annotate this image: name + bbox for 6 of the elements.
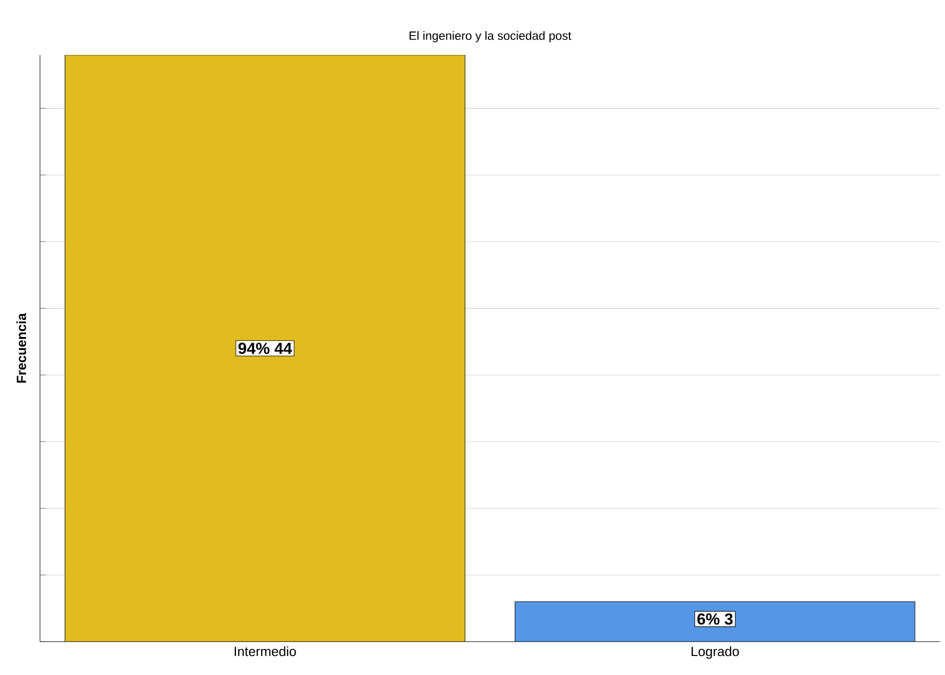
data-label: 94% 44 — [238, 342, 292, 354]
x-tick-label: Logrado — [692, 646, 739, 659]
x-tick-label: Intermedio — [234, 646, 296, 656]
data-label: 6% 3 — [697, 613, 733, 625]
y-axis-title: Frecuencia — [16, 313, 26, 383]
chart-title: El ingeniero y la sociedad post — [410, 31, 572, 42]
